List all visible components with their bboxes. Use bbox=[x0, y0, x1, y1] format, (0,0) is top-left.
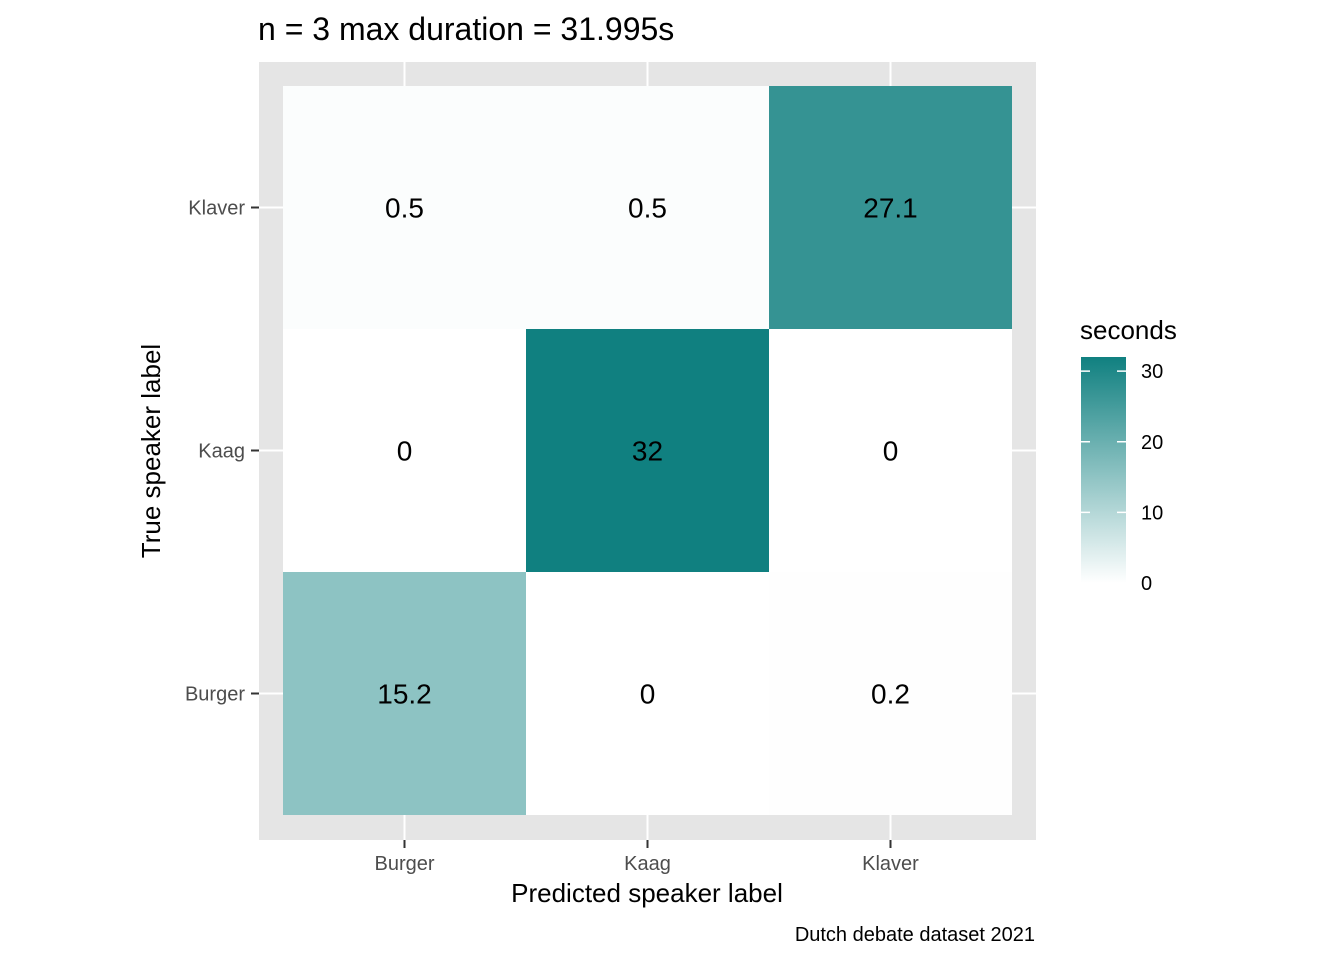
cell-kaag-klaver bbox=[769, 329, 1012, 572]
cell-label-klaver-klaver: 27.1 bbox=[863, 193, 918, 224]
cell-burger-kaag bbox=[526, 572, 769, 815]
x-tick-label-klaver: Klaver bbox=[862, 853, 919, 875]
legend-tick-label-30: 30 bbox=[1141, 361, 1163, 383]
cell-label-klaver-burger: 0.5 bbox=[385, 193, 424, 224]
cell-label-kaag-burger: 0 bbox=[397, 436, 413, 467]
x-axis-title: Predicted speaker label bbox=[511, 878, 783, 908]
cell-burger-klaver bbox=[769, 572, 1012, 815]
legend-color-bar bbox=[1081, 357, 1126, 583]
cell-kaag-kaag bbox=[526, 329, 769, 572]
legend-tick-label-20: 20 bbox=[1141, 432, 1163, 454]
chart-title: n = 3 max duration = 31.995s bbox=[258, 11, 674, 47]
x-axis: Burger Kaag Klaver bbox=[374, 840, 919, 875]
chart-caption: Dutch debate dataset 2021 bbox=[795, 924, 1035, 946]
cell-labels: 0.5 0.5 27.1 0 32 0 15.2 0 0.2 bbox=[377, 193, 918, 710]
y-axis: Burger Kaag Klaver bbox=[185, 198, 259, 706]
legend-tick-label-0: 0 bbox=[1141, 573, 1152, 595]
y-tick-label-burger: Burger bbox=[185, 684, 245, 706]
legend-ticks: 0 10 20 30 bbox=[1081, 361, 1163, 595]
cell-klaver-burger bbox=[283, 86, 526, 329]
x-tick-label-kaag: Kaag bbox=[624, 853, 671, 875]
cell-label-burger-klaver: 0.2 bbox=[871, 679, 910, 710]
cell-label-klaver-kaag: 0.5 bbox=[628, 193, 667, 224]
cell-klaver-klaver bbox=[769, 86, 1012, 329]
cell-label-kaag-klaver: 0 bbox=[883, 436, 899, 467]
cell-label-burger-burger: 15.2 bbox=[377, 679, 432, 710]
cell-kaag-burger bbox=[283, 329, 526, 572]
y-axis-title: True speaker label bbox=[136, 344, 166, 558]
y-tick-label-klaver: Klaver bbox=[188, 198, 245, 220]
cell-klaver-kaag bbox=[526, 86, 769, 329]
x-tick-label-burger: Burger bbox=[374, 853, 434, 875]
heatmap-cells bbox=[283, 86, 1012, 815]
cell-burger-burger bbox=[283, 572, 526, 815]
cell-label-kaag-kaag: 32 bbox=[632, 436, 663, 467]
cell-label-burger-kaag: 0 bbox=[640, 679, 656, 710]
legend-tick-label-10: 10 bbox=[1141, 502, 1163, 524]
color-legend: seconds 0 10 20 30 bbox=[1080, 315, 1177, 595]
y-tick-label-kaag: Kaag bbox=[198, 441, 245, 463]
legend-title: seconds bbox=[1080, 315, 1177, 345]
